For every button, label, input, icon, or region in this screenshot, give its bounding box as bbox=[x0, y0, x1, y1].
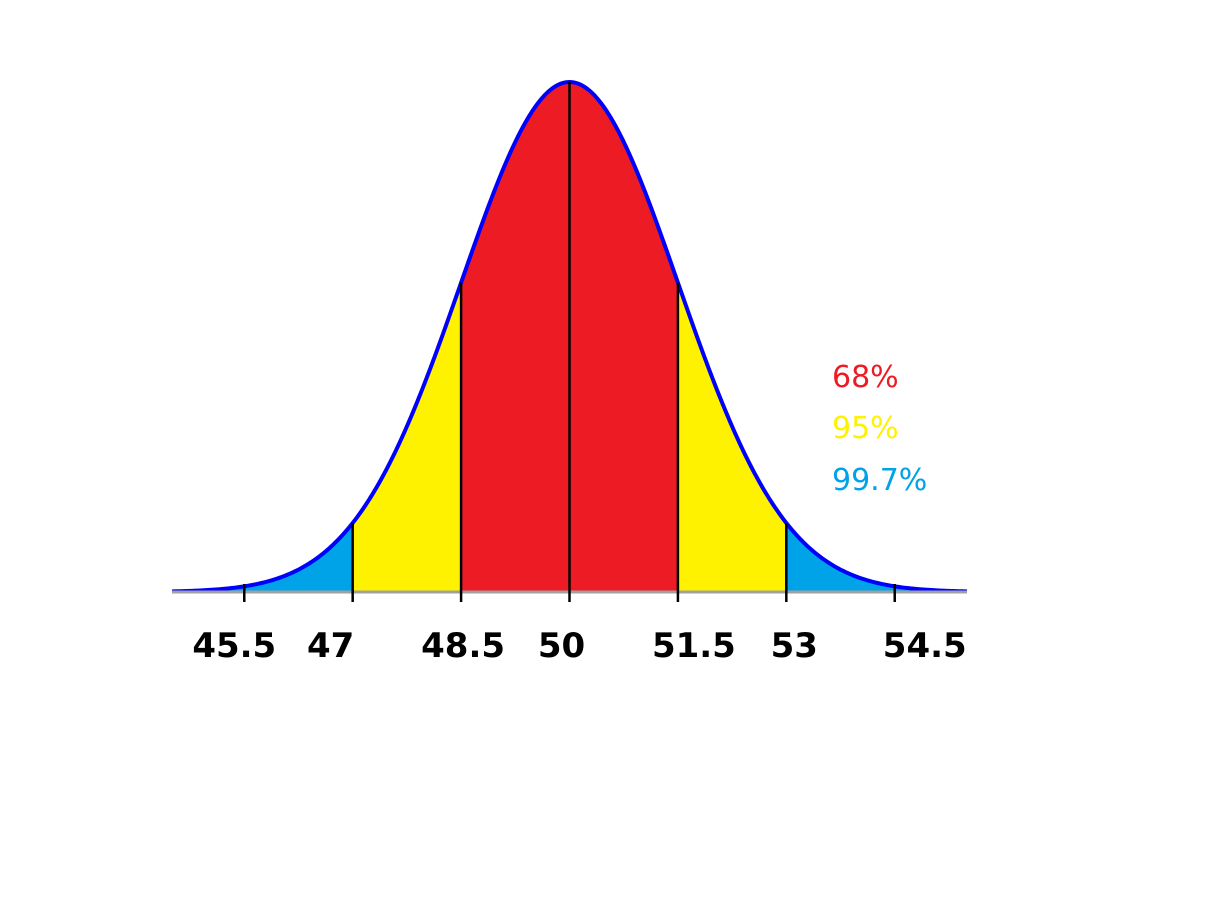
tick-label-47: 47 bbox=[307, 626, 354, 666]
tick-label-48-5: 48.5 bbox=[421, 626, 505, 666]
legend-label-68: 68% bbox=[832, 360, 899, 395]
tick-label-51-5: 51.5 bbox=[652, 626, 736, 666]
legend-label-99-7: 99.7% bbox=[832, 463, 927, 498]
tick-label-45-5: 45.5 bbox=[192, 626, 276, 666]
x-axis-ticks: 45.5 47 48.5 50 51.5 53 54.5 bbox=[192, 82, 967, 666]
tick-label-53: 53 bbox=[771, 626, 818, 666]
legend-label-95: 95% bbox=[832, 411, 899, 446]
tick-label-50: 50 bbox=[538, 626, 585, 666]
tick-label-54-5: 54.5 bbox=[883, 626, 967, 666]
legend: 68% 95% 99.7% bbox=[832, 360, 927, 498]
